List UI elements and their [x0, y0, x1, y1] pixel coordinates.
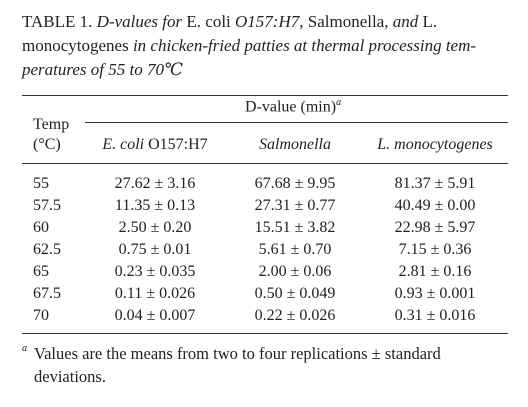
value-cell: 15.51 ± 3.82	[254, 219, 336, 236]
caption-line: TABLE 1. D-values for E. coli O157:H7, S…	[22, 12, 437, 32]
footnote-text: Values are the means from two to four re…	[34, 344, 441, 363]
column-header-text: E. coli	[102, 136, 145, 153]
top-rule	[22, 95, 508, 96]
caption-text: E. coli	[186, 12, 236, 31]
caption-text: monocytogenes	[22, 36, 129, 55]
spanner-rule	[85, 122, 508, 123]
caption-text: peratures of 55 to 70℃	[22, 60, 183, 79]
value-cell: 0.04 ± 0.007	[114, 307, 196, 324]
caption-text: D-values for	[96, 12, 187, 31]
value-cell: 40.49 ± 0.00	[394, 197, 476, 214]
value-cell: 0.93 ± 0.001	[394, 285, 476, 302]
value-cell: 0.22 ± 0.026	[254, 307, 336, 324]
temp-cell: 60	[33, 219, 49, 236]
column-header-text: O157:H7	[144, 136, 208, 153]
bottom-rule	[22, 333, 508, 334]
value-cell: 0.31 ± 0.016	[394, 307, 476, 324]
temp-header: Temp	[33, 116, 70, 133]
header-rule	[22, 163, 508, 164]
column-header: E. coli O157:H7	[80, 136, 230, 154]
value-cell: 67.68 ± 9.95	[254, 175, 336, 192]
footnote-mark: a	[336, 97, 342, 108]
temp-cell: 70	[33, 307, 49, 324]
value-cell: 7.15 ± 0.36	[398, 241, 472, 258]
value-cell: 22.98 ± 5.97	[394, 219, 476, 236]
value-cell: 0.23 ± 0.035	[114, 263, 196, 280]
caption-text: L.	[422, 12, 438, 31]
footnote-text: deviations.	[34, 367, 106, 386]
column-header: Salmonella	[220, 136, 370, 154]
column-header-text: Salmonella	[259, 136, 331, 153]
caption-text: and	[388, 12, 423, 31]
caption-text: O157:H7,	[235, 12, 304, 31]
column-header-text: L. monocytogenes	[377, 136, 493, 153]
caption-text: Salmonella,	[303, 12, 389, 31]
temp-cell: 67.5	[33, 285, 61, 302]
value-cell: 0.50 ± 0.049	[254, 285, 336, 302]
temp-cell: 65	[33, 263, 49, 280]
value-cell: 0.75 ± 0.01	[118, 241, 192, 258]
spanner-header: D-value (min)a	[245, 97, 341, 116]
column-header: L. monocytogenes	[360, 136, 510, 154]
temp-header: (°C)	[33, 136, 61, 153]
value-cell: 81.37 ± 5.91	[394, 175, 476, 192]
caption-text: in chicken-fried patties at thermal proc…	[128, 36, 477, 55]
footnote-mark: a	[22, 343, 27, 354]
value-cell: 27.62 ± 3.16	[114, 175, 196, 192]
caption-line: peratures of 55 to 70℃	[22, 60, 183, 80]
temp-cell: 55	[33, 175, 49, 192]
temp-cell: 62.5	[33, 241, 61, 258]
value-cell: 11.35 ± 0.13	[114, 197, 196, 214]
value-cell: 2.81 ± 0.16	[398, 263, 472, 280]
caption-text: TABLE 1.	[22, 12, 97, 31]
value-cell: 0.11 ± 0.026	[114, 285, 196, 302]
value-cell: 27.31 ± 0.77	[254, 197, 336, 214]
caption-line: monocytogenes in chicken-fried patties a…	[22, 36, 476, 56]
value-cell: 2.50 ± 0.20	[118, 219, 192, 236]
value-cell: 5.61 ± 0.70	[258, 241, 332, 258]
spanner-text: D-value (min)	[245, 98, 337, 116]
value-cell: 2.00 ± 0.06	[258, 263, 332, 280]
temp-cell: 57.5	[33, 197, 61, 214]
